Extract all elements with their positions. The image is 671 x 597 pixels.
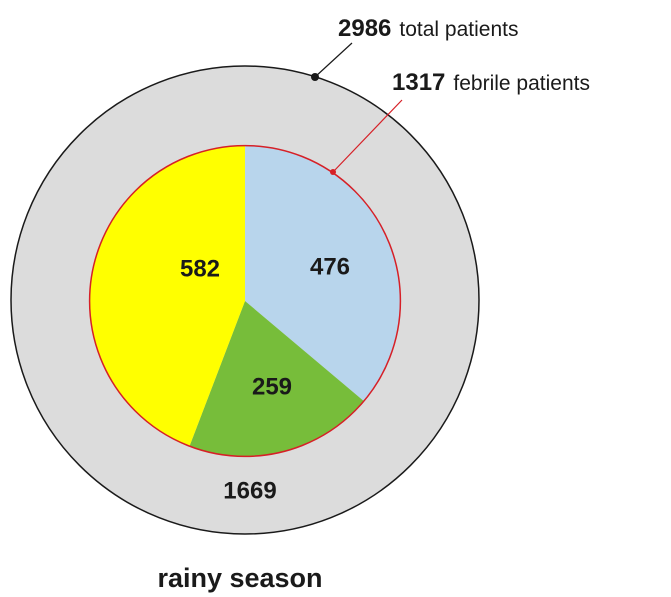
slice-label: 582 bbox=[180, 255, 220, 282]
subtotal-circle bbox=[88, 144, 402, 458]
pie-slice bbox=[245, 145, 401, 402]
total-leader bbox=[314, 42, 353, 78]
pie-slice bbox=[89, 145, 245, 447]
subtotal-leader bbox=[332, 99, 403, 173]
total-text: 2986 total patients bbox=[338, 15, 518, 42]
total-label: total patients bbox=[399, 18, 518, 41]
pie-slice bbox=[189, 301, 364, 457]
subtotal-label: febrile patients bbox=[453, 72, 590, 95]
chart-title: rainy season bbox=[157, 563, 322, 593]
slice-label: 259 bbox=[252, 373, 292, 400]
subtotal-text: 1317 febrile patients bbox=[392, 69, 590, 96]
remainder-label: 1669 bbox=[223, 477, 276, 504]
slice-label: 476 bbox=[310, 253, 350, 280]
rings bbox=[10, 65, 480, 535]
total-dot bbox=[311, 73, 319, 81]
subtotal-value: 1317 bbox=[392, 69, 445, 96]
subtotal-dot bbox=[330, 169, 336, 175]
total-value: 2986 bbox=[338, 15, 391, 42]
